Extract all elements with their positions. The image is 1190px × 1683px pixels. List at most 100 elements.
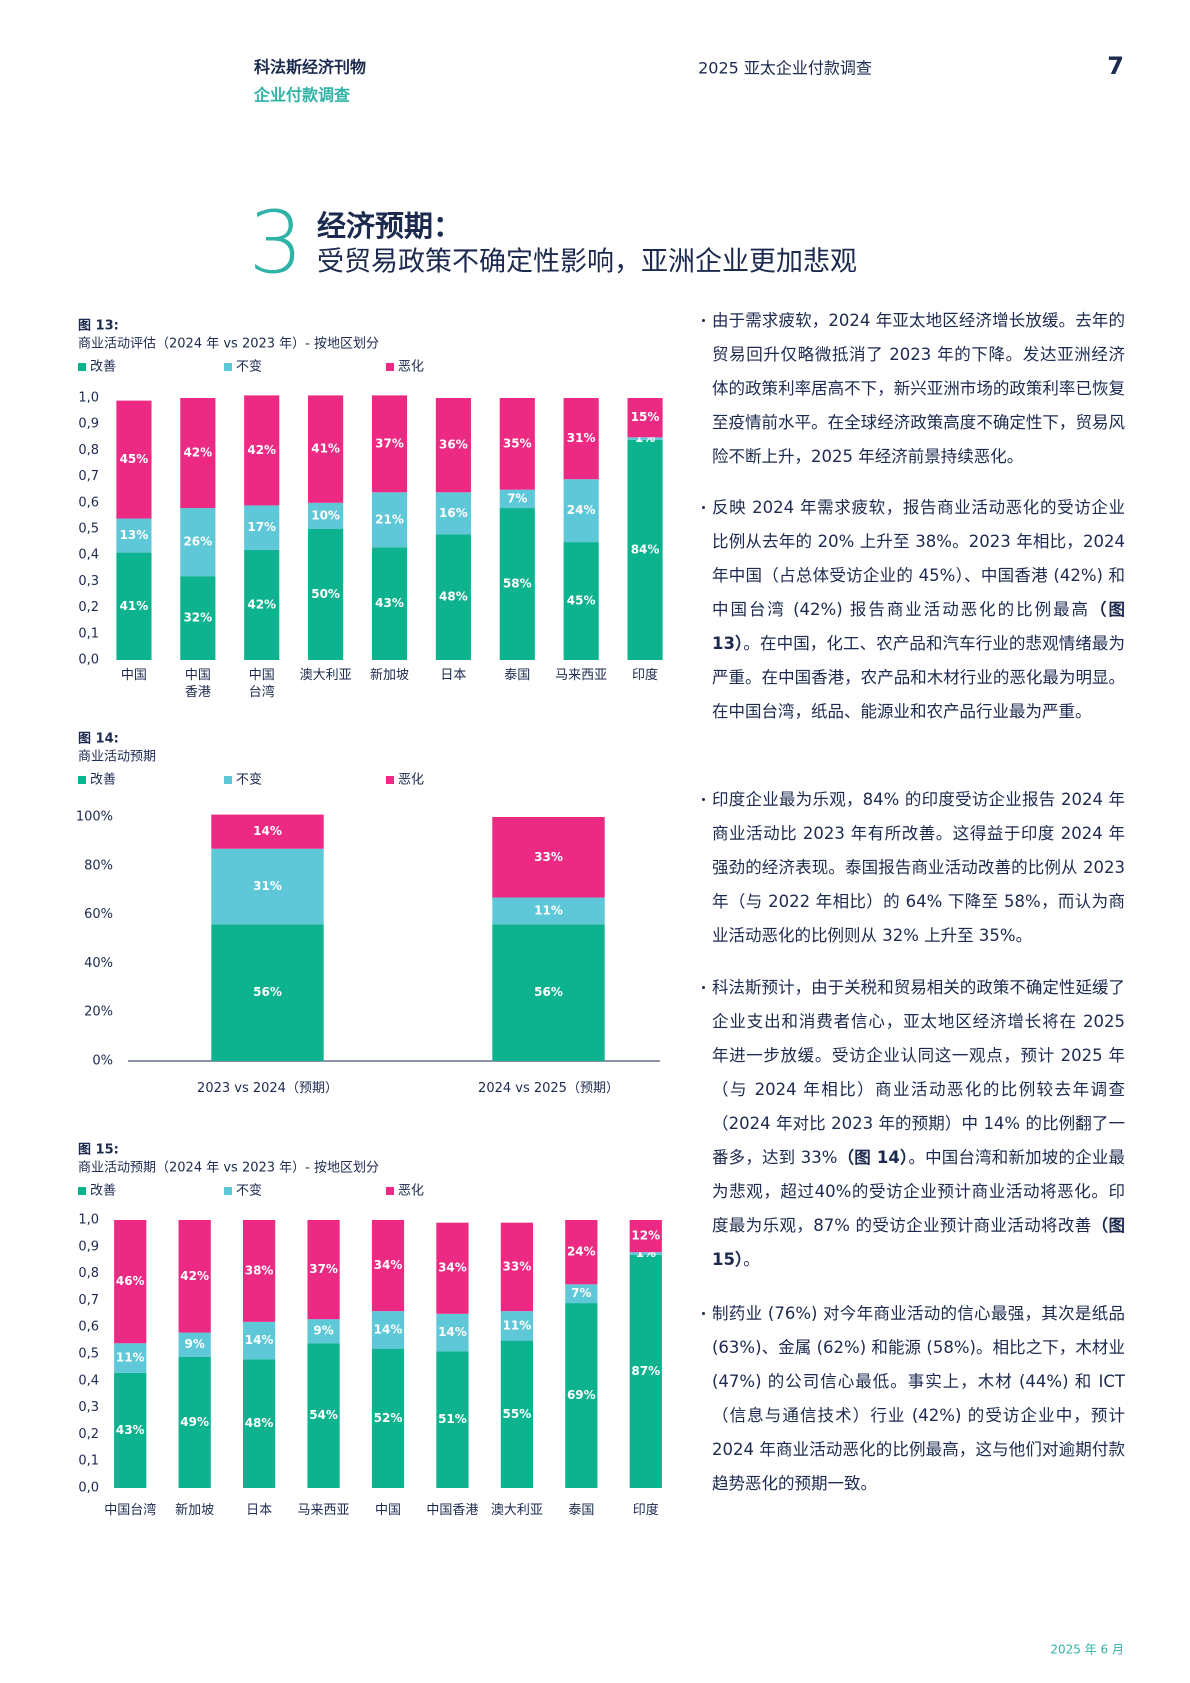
bar-segment [629,1254,662,1488]
bar-segment [244,395,280,506]
value-label: 87% [631,1364,660,1378]
legend-label: 改善 [90,359,116,375]
value-label: 14% [438,1325,467,1339]
y-tick-label: 0% [92,1054,113,1069]
legend-swatch [224,363,232,371]
x-tick-label: 中国台湾 [249,668,275,700]
legend-label: 改善 [90,772,116,788]
x-tick-label: 2024 vs 2025（预期） [478,1081,619,1096]
value-label: 16% [439,506,468,520]
bar-segment [180,508,216,577]
value-label: 7% [507,491,527,505]
x-tick-label: 马来西亚 [555,668,607,683]
bar-segment [629,1252,662,1255]
value-label: 11% [534,903,563,917]
y-tick-label: 0,3 [78,1400,99,1415]
y-tick-label: 0,9 [78,417,99,432]
bar-segment [499,489,535,509]
y-tick-label: 0,2 [78,600,99,615]
bullet [702,986,705,989]
figure-label: 图 13: [78,319,119,334]
bar-segment [435,534,471,660]
value-label: 31% [567,431,596,445]
bullet [702,798,705,801]
bar-segment [243,1220,276,1322]
y-tick-label: 0,1 [78,1454,99,1469]
bar-segment [563,542,599,660]
paragraph: 制药业 (76%) 对今年商业活动的信心最强，其次是纸品 (63%)、金属 (6… [702,1297,1125,1501]
bar-segment [180,398,216,509]
bullet [702,1312,705,1315]
value-label: 42% [183,446,212,460]
value-label: 9% [184,1337,204,1351]
value-label: 54% [309,1408,338,1422]
text-run: 科法斯预计，由于关税和贸易相关的政策不确定性延缓了企业支出和消费者信心，亚太地区… [712,978,1125,1167]
x-tick-label: 印度 [633,1502,659,1518]
value-label: 31% [253,879,282,893]
paragraph: 由于需求疲软，2024 年亚太地区经济增长放缓。去年的贸易回升仅略微抵消了 20… [702,304,1125,474]
bar-segment [371,1311,405,1349]
value-label: 33% [503,1259,532,1273]
x-tick-label: 澳大利亚 [300,667,352,683]
x-tick-label: 中国 [121,668,147,683]
bar-segment [563,479,599,543]
bar-segment [308,395,344,503]
bar-segment [116,552,152,660]
bar-segment [627,439,663,660]
y-tick-label: 1,0 [78,391,99,406]
value-label: 24% [567,503,596,517]
bar-segment [114,1343,147,1373]
value-label: 34% [374,1258,403,1272]
value-label: 37% [309,1262,338,1276]
bar-segment [178,1356,211,1488]
value-label: 50% [311,587,340,601]
bar-segment [627,437,663,440]
y-tick-label: 0,0 [78,653,99,668]
value-label: 56% [253,985,282,999]
publication: 科法斯经济刊物 [254,58,366,77]
value-label: 51% [438,1412,467,1426]
figure-reference: （图 14） [837,1148,909,1167]
value-label: 69% [567,1388,596,1402]
bar-segment [211,814,324,849]
value-label: 55% [503,1407,532,1421]
x-tick-label: 新加坡 [370,667,409,683]
text-run: 。中国台湾和新加坡的企业最为悲观，超过40%的受访企业预计商业活动将恶化。印度最… [712,1148,1125,1235]
legend-label: 恶化 [398,360,424,375]
legend-label: 恶化 [398,1184,424,1199]
x-tick-label: 中国香港 [185,668,211,700]
value-label: 24% [567,1245,596,1259]
x-tick-label: 中国台湾 [104,1502,156,1518]
bar-segment [565,1303,598,1488]
bar-segment [114,1372,147,1488]
bar-segment [371,395,408,493]
bar-segment [563,398,599,480]
bar-segment [436,1351,469,1488]
bar-segment [180,576,216,660]
figure-title: 商业活动预期（2024 年 vs 2023 年）- 按地区划分 [78,1161,379,1176]
paragraph: 反映 2024 年需求疲软，报告商业活动恶化的受访企业比例从去年的 20% 上升… [702,491,1125,729]
bar-segment [500,1311,533,1341]
value-label: 48% [245,1416,274,1430]
section-number: 3 [249,194,304,294]
y-tick-label: 1,0 [78,1213,99,1228]
legend-label: 不变 [236,772,262,788]
figure-label: 图 14: [78,732,119,747]
value-label: 32% [183,611,212,625]
legend-swatch [386,363,394,371]
figure-label: 图 15: [78,1143,119,1158]
y-tick-label: 0,8 [78,443,99,458]
legend-swatch [224,1187,232,1195]
value-label: 45% [567,594,596,608]
bar-segment [492,924,605,1061]
bar-segment [565,1284,598,1304]
value-label: 37% [375,436,404,450]
x-tick-label: 中国香港 [426,1503,478,1518]
legend-label: 不变 [236,359,262,375]
value-label: 41% [120,599,149,613]
bar-segment [492,897,605,925]
x-tick-label: 泰国 [568,1503,594,1518]
paragraph: 印度企业最为乐观，84% 的印度受访企业报告 2024 年商业活动比 2023 … [702,783,1125,953]
